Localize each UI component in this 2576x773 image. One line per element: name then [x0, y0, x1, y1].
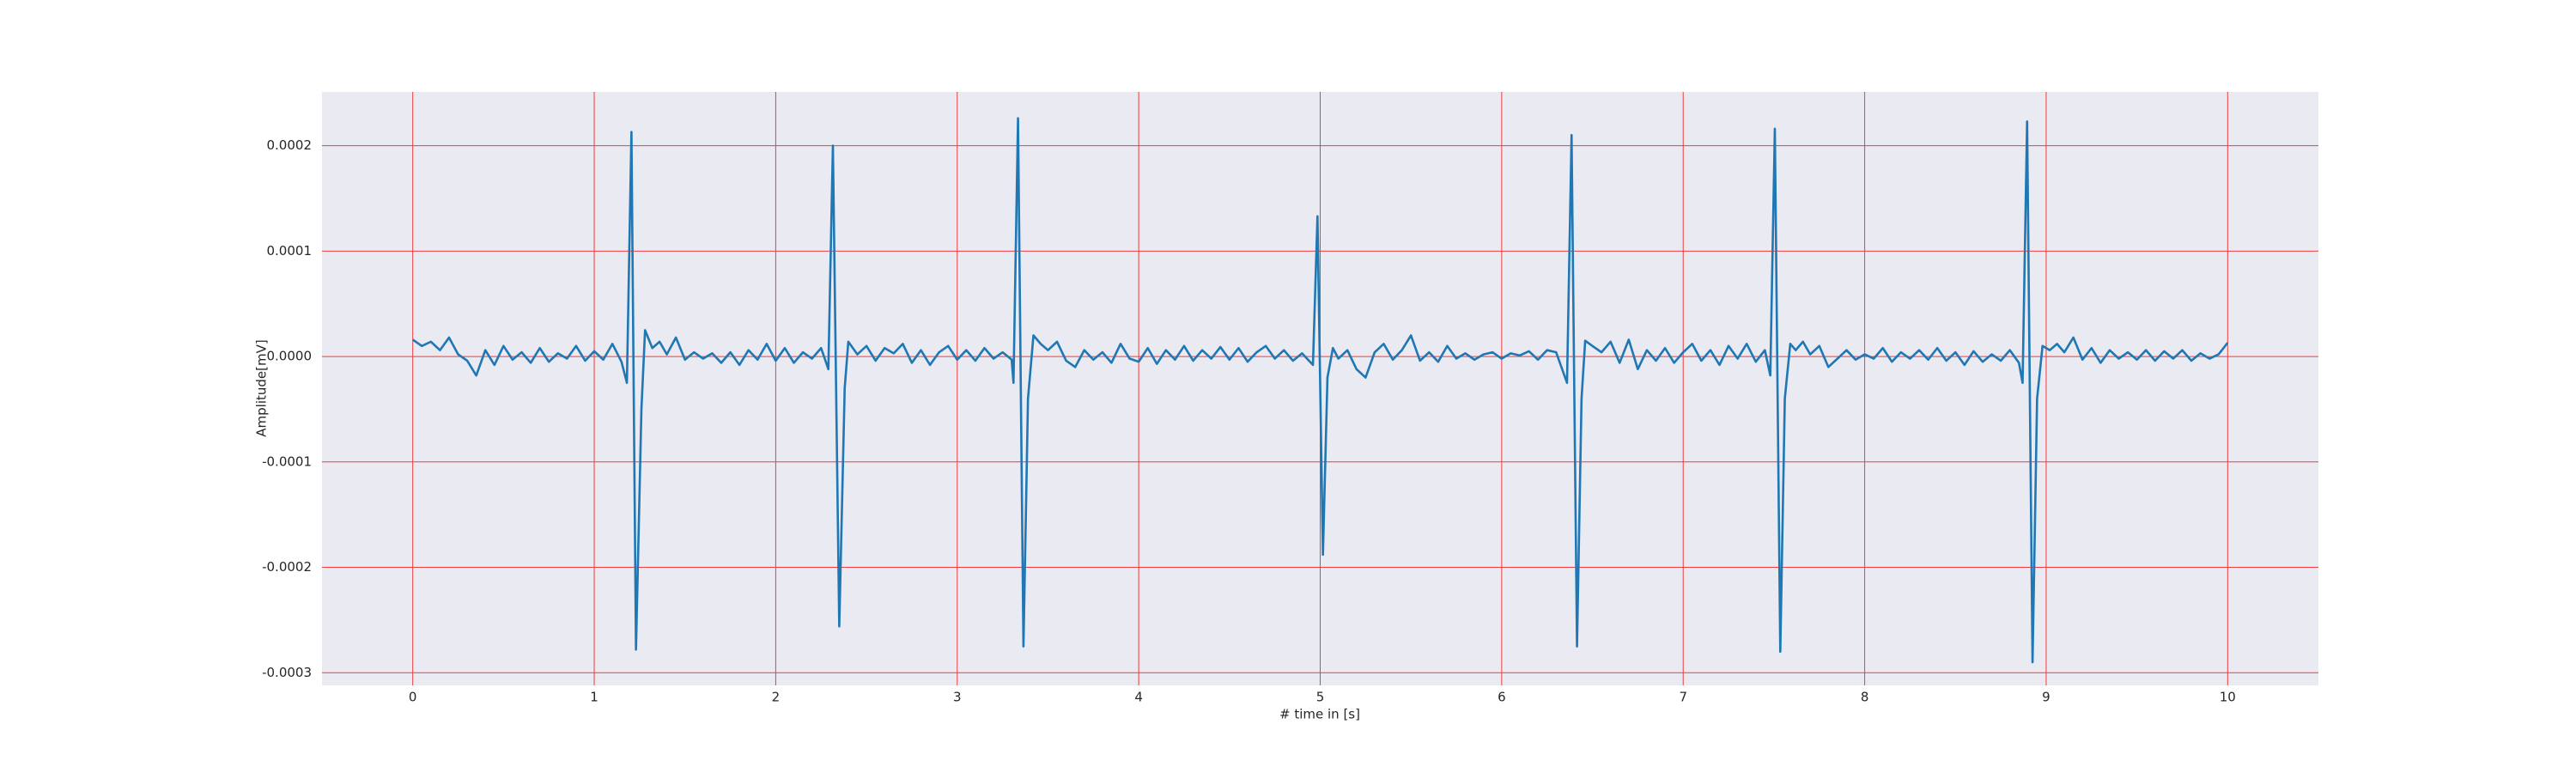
x-tick-label: 5	[1316, 690, 1325, 705]
x-tick-label: 10	[2220, 690, 2236, 705]
y-tick-label: -0.0001	[262, 453, 312, 469]
y-tick-label: 0.0001	[267, 243, 313, 259]
y-axis-label: Amplitude[mV]	[254, 339, 270, 436]
x-tick-label: 6	[1498, 690, 1506, 705]
x-tick-label: 4	[1134, 690, 1143, 705]
x-tick-label: 2	[772, 690, 781, 705]
line-series	[411, 117, 2229, 664]
y-tick-label: -0.0003	[262, 665, 312, 680]
x-tick-label: 1	[590, 690, 598, 705]
y-tick-label: -0.0002	[262, 559, 312, 575]
x-tick-label: 7	[1679, 690, 1687, 705]
x-tick-label: 0	[409, 690, 417, 705]
y-tick-label: 0.0000	[267, 349, 313, 364]
y-tick-label: 0.0002	[267, 137, 313, 153]
x-tick-label: 9	[2042, 690, 2050, 705]
x-tick-label: 8	[1861, 690, 1869, 705]
x-axis-label: # time in [s]	[1279, 707, 1360, 722]
x-tick-label: 3	[953, 690, 962, 705]
